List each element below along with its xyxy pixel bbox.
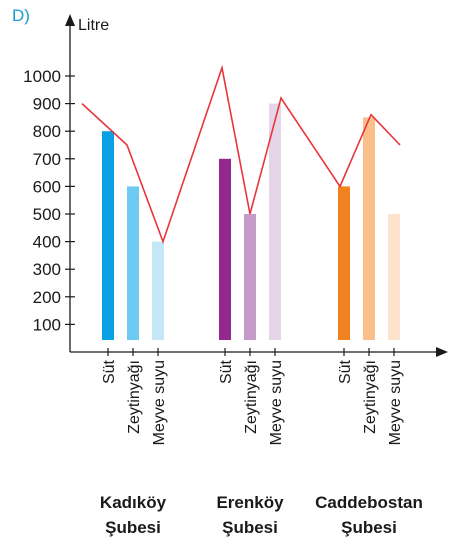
bar-category-label: Zeytinyağı (243, 360, 260, 434)
group-label: Şubesi (341, 518, 397, 537)
bar-category-label: Meyve suyu (387, 360, 404, 445)
panel-letter: D) (12, 6, 30, 25)
group-label: Şubesi (105, 518, 161, 537)
y-axis-arrow (65, 14, 75, 26)
bar (127, 186, 139, 340)
y-tick-label: 400 (33, 233, 61, 252)
bar-category-label: Zeytinyağı (126, 360, 143, 434)
bar-category-label: Meyve suyu (151, 360, 168, 445)
group-label: Erenköy (216, 493, 284, 512)
group-label: Kadıköy (100, 493, 167, 512)
y-axis-title: Litre (78, 17, 109, 34)
y-tick-label: 100 (33, 315, 61, 334)
group-label: Şubesi (222, 518, 278, 537)
bar-category-label: Süt (337, 359, 354, 384)
bar (152, 241, 164, 340)
y-tick-label: 800 (33, 122, 61, 141)
bar-category-label: Zeytinyağı (362, 360, 379, 434)
y-tick-label: 200 (33, 288, 61, 307)
group-label: Caddebostan (315, 493, 423, 512)
bar (363, 117, 375, 341)
bar (388, 214, 400, 340)
overlay-line (81, 64, 401, 244)
bar (244, 214, 256, 340)
y-tick-label: 1000 (23, 67, 61, 86)
bar-category-label: Süt (218, 359, 235, 384)
y-tick-label: 600 (33, 177, 61, 196)
bar-category-label: Meyve suyu (268, 360, 285, 445)
y-tick-label: 900 (33, 95, 61, 114)
bar (338, 186, 350, 340)
bar (219, 158, 231, 340)
bar-category-label: Süt (101, 359, 118, 384)
y-tick-label: 300 (33, 260, 61, 279)
bar (102, 131, 114, 340)
x-axis-arrow (436, 347, 448, 357)
y-tick-label: 700 (33, 150, 61, 169)
bar (269, 103, 281, 340)
y-tick-label: 500 (33, 205, 61, 224)
